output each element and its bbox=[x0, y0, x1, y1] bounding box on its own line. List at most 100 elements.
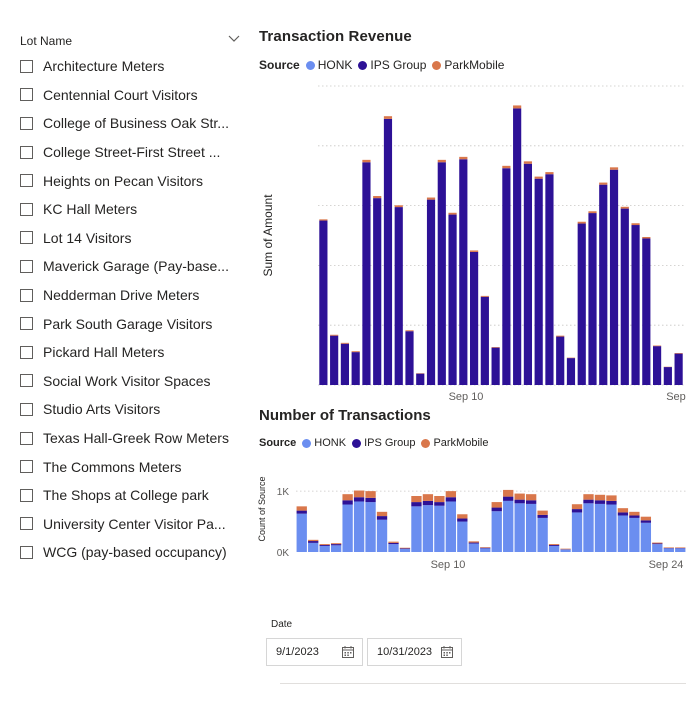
bar-segment[interactable] bbox=[422, 500, 434, 506]
bar-segment[interactable] bbox=[617, 512, 629, 516]
slicer-item[interactable]: Social Work Visitor Spaces bbox=[20, 367, 254, 396]
bar-segment[interactable] bbox=[583, 499, 594, 504]
bar-segment[interactable] bbox=[620, 206, 629, 209]
bar-segment[interactable] bbox=[609, 169, 619, 385]
bar-segment[interactable] bbox=[629, 517, 640, 552]
bar-segment[interactable] bbox=[534, 178, 543, 385]
bar-segment[interactable] bbox=[468, 543, 479, 552]
bar-segment[interactable] bbox=[319, 545, 330, 546]
bar-segment[interactable] bbox=[388, 541, 399, 543]
bar-segment[interactable] bbox=[399, 547, 411, 549]
bar-segment[interactable] bbox=[620, 208, 629, 385]
slicer-item[interactable]: Architecture Meters bbox=[20, 52, 254, 81]
bar-segment[interactable] bbox=[330, 335, 339, 385]
bar-segment[interactable] bbox=[577, 221, 586, 224]
legend-item-honk[interactable]: HONK bbox=[302, 437, 346, 449]
bar-segment[interactable] bbox=[663, 367, 672, 385]
bar-segment[interactable] bbox=[617, 508, 629, 513]
bar-segment[interactable] bbox=[296, 510, 307, 514]
checkbox[interactable] bbox=[20, 202, 33, 216]
bar-segment[interactable] bbox=[652, 544, 663, 552]
bar-segment[interactable] bbox=[394, 205, 403, 208]
bar-segment[interactable] bbox=[434, 502, 445, 506]
slicer-item[interactable]: College of Business Oak Str... bbox=[20, 109, 254, 138]
bar-segment[interactable] bbox=[583, 503, 594, 552]
bar-segment[interactable] bbox=[351, 352, 360, 385]
bar-segment[interactable] bbox=[523, 161, 533, 164]
bar-segment[interactable] bbox=[652, 542, 663, 544]
bar-segment[interactable] bbox=[663, 547, 674, 549]
legend-item-ips-group[interactable]: IPS Group bbox=[358, 58, 426, 72]
bar-segment[interactable] bbox=[445, 501, 457, 552]
bar-segment[interactable] bbox=[652, 543, 663, 545]
bar-segment[interactable] bbox=[468, 541, 479, 543]
checkbox[interactable] bbox=[20, 488, 33, 502]
bar-segment[interactable] bbox=[459, 159, 468, 385]
bar-segment[interactable] bbox=[583, 494, 594, 500]
checkbox[interactable] bbox=[20, 116, 33, 130]
bar-segment[interactable] bbox=[480, 295, 489, 297]
slicer-item[interactable]: Heights on Pecan Visitors bbox=[20, 166, 254, 195]
bar-segment[interactable] bbox=[588, 211, 597, 214]
bar-segment[interactable] bbox=[503, 496, 514, 501]
bar-segment[interactable] bbox=[353, 497, 365, 502]
bar-segment[interactable] bbox=[445, 491, 457, 498]
bar-segment[interactable] bbox=[642, 238, 651, 385]
checkbox[interactable] bbox=[20, 517, 33, 531]
slicer-item[interactable]: Studio Arts Visitors bbox=[20, 395, 254, 424]
bar-segment[interactable] bbox=[468, 542, 479, 544]
bar-segment[interactable] bbox=[411, 502, 422, 507]
bar-segment[interactable] bbox=[548, 545, 560, 546]
bar-segment[interactable] bbox=[545, 172, 554, 175]
slicer-item[interactable]: Centennial Court Visitors bbox=[20, 81, 254, 110]
bar-segment[interactable] bbox=[480, 548, 491, 552]
bar-segment[interactable] bbox=[491, 511, 502, 552]
bar-segment[interactable] bbox=[448, 214, 457, 385]
bar-segment[interactable] bbox=[319, 544, 330, 545]
bar-segment[interactable] bbox=[308, 539, 319, 542]
checkbox[interactable] bbox=[20, 288, 33, 302]
bar-segment[interactable] bbox=[376, 516, 388, 520]
bar-segment[interactable] bbox=[599, 182, 608, 185]
bar-segment[interactable] bbox=[640, 516, 652, 521]
bar-segment[interactable] bbox=[652, 346, 662, 385]
bar-segment[interactable] bbox=[491, 347, 500, 348]
checkbox[interactable] bbox=[20, 374, 33, 388]
bar-segment[interactable] bbox=[308, 541, 319, 543]
slicer-item[interactable]: Nedderman Drive Meters bbox=[20, 281, 254, 310]
bar-segment[interactable] bbox=[514, 503, 525, 552]
bar-segment[interactable] bbox=[342, 504, 353, 552]
legend-item-ips-group[interactable]: IPS Group bbox=[352, 437, 415, 449]
bar-segment[interactable] bbox=[652, 345, 662, 347]
bar-segment[interactable] bbox=[514, 499, 525, 504]
bar-segment[interactable] bbox=[537, 510, 548, 515]
checkbox[interactable] bbox=[20, 231, 33, 245]
bar-segment[interactable] bbox=[617, 515, 629, 552]
bar-segment[interactable] bbox=[422, 505, 434, 552]
bar-segment[interactable] bbox=[434, 505, 445, 552]
bar-segment[interactable] bbox=[594, 503, 606, 552]
bar-segment[interactable] bbox=[383, 118, 393, 385]
bar-segment[interactable] bbox=[457, 521, 468, 552]
bar-segment[interactable] bbox=[631, 225, 640, 385]
bar-segment[interactable] bbox=[629, 515, 640, 518]
slicer-item[interactable]: KC Hall Meters bbox=[20, 195, 254, 224]
bar-segment[interactable] bbox=[480, 547, 491, 548]
bar-segment[interactable] bbox=[330, 334, 339, 336]
slicer-item[interactable]: Maverick Garage (Pay-base... bbox=[20, 252, 254, 281]
bar-segment[interactable] bbox=[437, 162, 446, 385]
bar-segment[interactable] bbox=[594, 500, 606, 504]
legend-item-parkmobile[interactable]: ParkMobile bbox=[432, 58, 504, 72]
calendar-icon[interactable] bbox=[342, 646, 354, 658]
checkbox[interactable] bbox=[20, 59, 33, 73]
bar-segment[interactable] bbox=[373, 196, 382, 199]
bar-segment[interactable] bbox=[525, 500, 537, 504]
bar-segment[interactable] bbox=[594, 494, 606, 501]
bar-segment[interactable] bbox=[351, 351, 360, 353]
bar-segment[interactable] bbox=[342, 494, 353, 501]
bar-segment[interactable] bbox=[362, 162, 371, 385]
bar-segment[interactable] bbox=[376, 519, 388, 552]
bar-segment[interactable] bbox=[556, 335, 565, 337]
bar-segment[interactable] bbox=[422, 494, 434, 501]
bar-segment[interactable] bbox=[383, 116, 393, 119]
